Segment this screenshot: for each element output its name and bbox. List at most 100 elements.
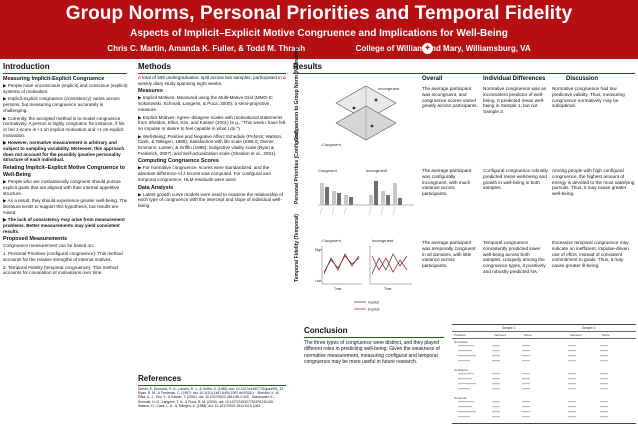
table-header-slope: Slope <box>524 333 532 337</box>
authors: Chris C. Martin, Amanda K. Fuller, & Tod… <box>107 44 306 53</box>
bar <box>398 198 402 205</box>
methods-bullet: ▶ For normative congruence, scores were … <box>138 165 271 182</box>
bar <box>349 197 353 205</box>
implicit-line <box>371 253 408 275</box>
intro-sub-measuring: Measuring Implicit-Explicit Congruence <box>3 76 105 82</box>
results-heading: Results <box>293 62 322 71</box>
chart-label-time: Time <box>334 287 342 291</box>
temporal-individual: Temporal congruence consistently predict… <box>483 240 546 274</box>
point <box>370 124 374 128</box>
poster-title: Group Norms, Personal Priorities and Tem… <box>65 3 573 24</box>
table-rule <box>452 331 636 332</box>
table-section-temporal: Temporal <box>454 396 467 400</box>
point <box>352 106 356 110</box>
table-header-predictor: Predictor <box>454 333 467 337</box>
methods-body: A total of 309 undergraduates, split acr… <box>138 75 286 211</box>
normative-discussion: Normative congruence had low predictive … <box>552 86 625 109</box>
results-table: Sample 1 Sample 2 Predictor Intercept Sl… <box>452 324 636 424</box>
col-individual: Individual Differences <box>483 76 546 82</box>
configural-individual: Configural congruence robustly predicted… <box>483 168 548 191</box>
chart-label-time: Time <box>384 287 392 291</box>
intro-bullet-emphasis: ▶ However, normative measurement is arbi… <box>3 140 125 163</box>
table-section-normative: Normative <box>454 340 468 344</box>
table-rule <box>452 338 636 339</box>
tick <box>331 206 335 216</box>
chart-label-incongruent: Incongruent <box>366 168 388 173</box>
methods-sub-computing: Computing Congruence Scores <box>138 158 219 165</box>
chart-label-high: High <box>315 248 322 252</box>
bar <box>381 191 385 205</box>
introduction-heading: Introduction <box>3 62 50 71</box>
intro-bullet: ▶ As a result, they should experience gr… <box>3 198 128 215</box>
poster-subtitle: Aspects of Implicit–Explicit Motive Cong… <box>130 28 508 39</box>
configural-overall: The average participant was configurally… <box>422 168 472 197</box>
results-rule <box>293 73 635 74</box>
intro-bullet: ▶ People have unconscious (implicit) and… <box>3 83 128 94</box>
temporal-overall: The average participant was temporally c… <box>422 240 476 269</box>
intro-text: Congruence measurement can be based on: <box>3 243 94 249</box>
bar <box>393 183 397 205</box>
chart-label-congruent: Congruent <box>318 168 338 173</box>
row-label-configural: Personal Priorities (Configural) <box>294 130 300 204</box>
methods-heading: Methods <box>138 62 171 71</box>
table-group-sample2: Sample 2 <box>582 326 596 330</box>
tick <box>392 206 396 216</box>
explicit-line <box>371 255 408 273</box>
intro-bullet-emphasis: ▶ The lack of consistency may arise from… <box>3 217 125 234</box>
chart-label-incongruent: Incongruent <box>372 238 394 243</box>
methods-bullet: ▶ Implicit Motives: Measured using the M… <box>138 95 273 112</box>
tick <box>319 206 323 216</box>
tick <box>368 206 372 216</box>
intro-bullet: ▶ Currently, the accepted method is to m… <box>3 115 125 138</box>
implicit-line <box>323 253 360 275</box>
methods-intro: A total of 309 undergraduates, split acr… <box>138 75 286 86</box>
bar <box>320 183 324 205</box>
legend-implicit: Implicit <box>368 301 379 305</box>
methods-rule <box>138 73 286 74</box>
row-label-temporal: Temporal Fidelity (Temporal) <box>294 214 300 282</box>
table-cells <box>458 345 608 418</box>
intro-item-personal-priorities: 1. Personal Priorities (configural congr… <box>3 251 123 262</box>
normative-overall: The average participant was incongruent,… <box>422 86 478 109</box>
table-group-sample1: Sample 1 <box>502 326 516 330</box>
university-logo-icon: ✦ <box>422 43 433 54</box>
explicit-line <box>323 255 360 273</box>
references-list: Diener, E, Emmons, R. A., Larsen, R. J.,… <box>138 387 286 408</box>
table-header-intercept: Intercept <box>494 333 506 337</box>
bar <box>344 195 348 205</box>
conclusion-text: The three types of congruence were disti… <box>304 340 440 366</box>
chart-label-congruent: Congruent <box>322 238 342 243</box>
bar <box>369 195 373 205</box>
methods-bullet: ▶ Well-Being: Positive and Negative Affe… <box>138 133 283 156</box>
intro-bullet: ▶ Implicit-explicit congruence (consiste… <box>3 96 120 113</box>
conclusion-rule <box>304 337 444 338</box>
intro-bullet: ▶ People who are motivationally congruen… <box>3 179 121 196</box>
temporal-chart: Congruent Incongruent High Low Time Time… <box>314 236 418 320</box>
intro-sub-proposed: Proposed Measurements <box>3 236 68 243</box>
table-header-slope: Slope <box>602 333 610 337</box>
bar <box>332 191 336 205</box>
col-overall: Overall <box>422 76 443 82</box>
methods-bullet: ▶ Latent growth curve models were used t… <box>138 191 283 208</box>
references-rule <box>138 385 286 386</box>
chart-label-low: Low <box>315 279 322 283</box>
methods-sub-analysis: Data Analysis <box>138 184 174 191</box>
point <box>374 98 378 102</box>
legend-explicit: Explicit <box>368 308 379 312</box>
methods-sub-measures: Measures <box>138 88 163 95</box>
references-heading: References <box>138 374 182 383</box>
introduction-body: Measuring Implicit-Explicit Congruence ▶… <box>3 75 128 278</box>
introduction-rule <box>3 73 127 74</box>
normative-diagram: Incongruent Congruent <box>314 78 418 150</box>
table-section-configural: Configural <box>454 368 468 372</box>
normative-individual: Normative congruence was an inconsistent… <box>483 86 547 115</box>
tick <box>380 206 384 216</box>
bar <box>374 181 378 205</box>
configural-discussion: Among people with high configural congru… <box>552 168 635 197</box>
bar <box>386 195 390 205</box>
col-discussion: Discussion <box>566 76 599 82</box>
intro-item-temporal-fidelity: 2. Temporal Fidelity (temporal congruenc… <box>3 264 118 276</box>
affiliation: College of William and Mary, Williamsbur… <box>355 44 531 53</box>
chart-label-congruent: Congruent <box>322 142 342 147</box>
bar <box>337 193 341 205</box>
